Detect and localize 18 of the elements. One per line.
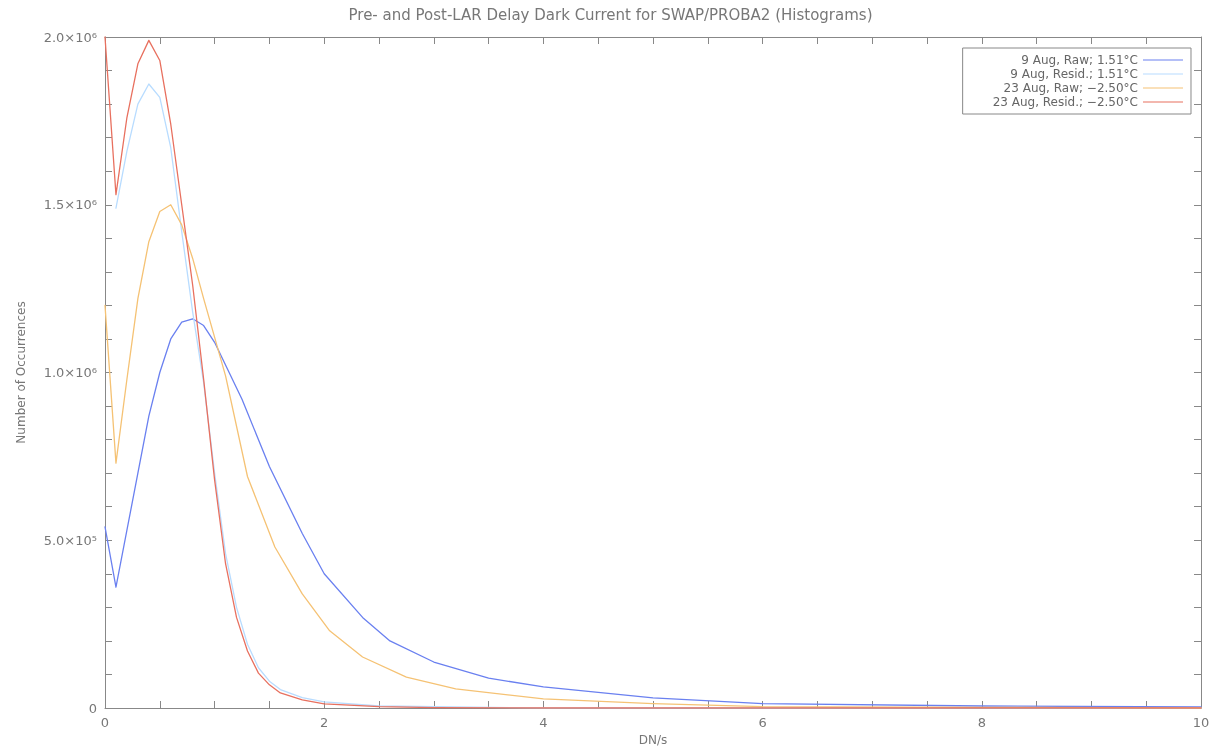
legend-label: 23 Aug, Raw; −2.50°C bbox=[1003, 81, 1138, 95]
x-axis-title: DN/s bbox=[638, 733, 668, 747]
legend-label: 23 Aug, Resid.; −2.50°C bbox=[992, 95, 1138, 109]
x-tick-label: 0 bbox=[100, 715, 110, 730]
x-tick-label: 6 bbox=[758, 715, 767, 730]
y-tick-label: 1.0×10⁶ bbox=[43, 365, 97, 380]
y-tick-label: 0 bbox=[88, 700, 97, 716]
legend-label: 9 Aug, Raw; 1.51°C bbox=[1021, 53, 1138, 67]
x-tick-label: 8 bbox=[977, 715, 986, 730]
chart-title: Pre- and Post-LAR Delay Dark Current for SWAP/PROBA2 (Histograms) bbox=[348, 5, 873, 24]
legend-label: 9 Aug, Resid.; 1.51°C bbox=[1010, 67, 1138, 81]
x-tick-label: 10 bbox=[1192, 715, 1210, 730]
x-tick-label: 2 bbox=[320, 715, 329, 730]
y-axis-title: Number of Occurrences bbox=[14, 301, 28, 444]
x-tick-label: 4 bbox=[539, 715, 548, 730]
y-tick-label: 5.0×10⁵ bbox=[43, 532, 97, 548]
y-tick-label: 1.5×10⁶ bbox=[43, 197, 97, 213]
y-tick-label: 2.0×10⁶ bbox=[43, 29, 97, 45]
